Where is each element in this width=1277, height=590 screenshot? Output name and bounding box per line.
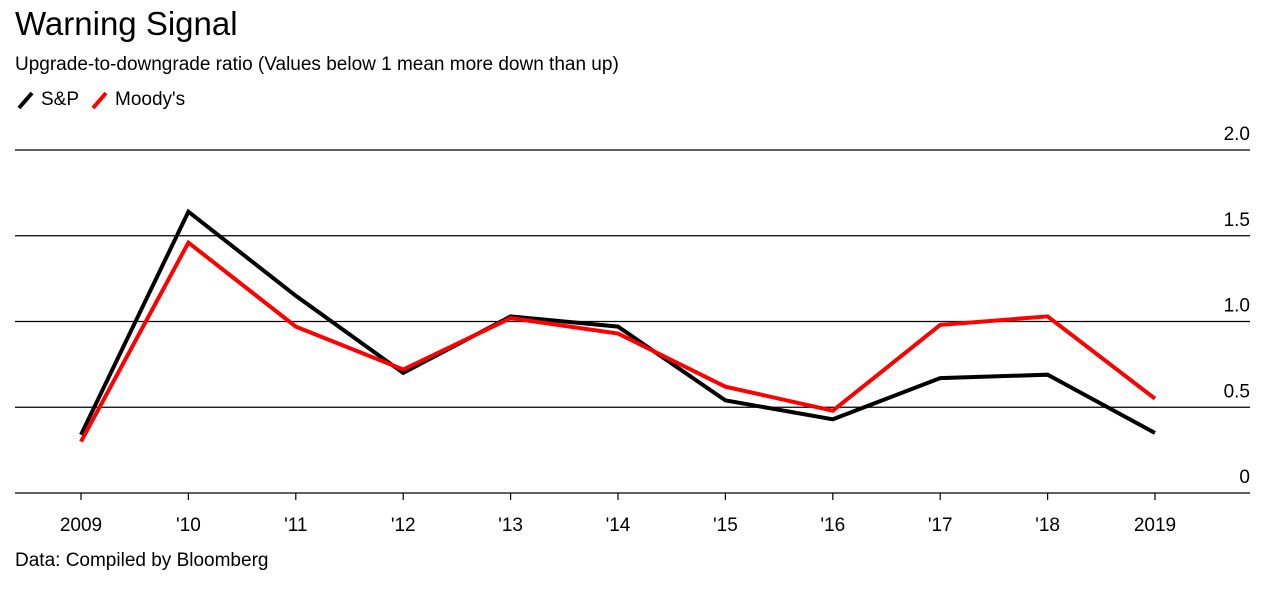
y-tick-label: 0 bbox=[1239, 467, 1250, 488]
x-tick-label: 2009 bbox=[60, 515, 102, 536]
series-line-moodys bbox=[79, 239, 1157, 443]
y-tick-label: 0.5 bbox=[1224, 381, 1250, 402]
x-tick-label: '16 bbox=[820, 515, 845, 536]
series-line-sp bbox=[79, 208, 1156, 436]
x-tick-label: '11 bbox=[284, 515, 307, 536]
legend-swatch-sp bbox=[17, 91, 34, 110]
chart-title: Warning Signal bbox=[15, 5, 238, 42]
x-tick-label: '15 bbox=[713, 515, 738, 536]
x-tick-label: '13 bbox=[498, 515, 523, 536]
legend-item-sp: S&P bbox=[15, 88, 79, 112]
legend-label-moodys: Moody's bbox=[115, 89, 186, 110]
x-tick-label: '10 bbox=[176, 515, 201, 536]
legend-item-moodys: Moody's bbox=[89, 88, 185, 112]
y-tick-label: 1.0 bbox=[1224, 296, 1250, 317]
y-tick-label: 2.0 bbox=[1224, 124, 1250, 145]
legend-label-sp: S&P bbox=[41, 89, 80, 110]
legend-swatch-moodys bbox=[91, 91, 108, 110]
source-note: Data: Compiled by Bloomberg bbox=[15, 550, 269, 571]
y-tick-label: 1.5 bbox=[1224, 210, 1250, 231]
x-tick-label: '14 bbox=[606, 515, 631, 536]
x-tick-label: '12 bbox=[391, 515, 416, 536]
chart-subtitle: Upgrade-to-downgrade ratio (Values below… bbox=[15, 54, 619, 75]
x-tick-label: 2019 bbox=[1134, 515, 1176, 536]
legend-swatch-sp-line bbox=[17, 91, 34, 110]
x-tick-label: '18 bbox=[1035, 515, 1060, 536]
legend: S&P Moody's bbox=[15, 88, 195, 112]
legend-swatch-moodys-line bbox=[91, 91, 108, 110]
x-tick-label: '17 bbox=[928, 515, 953, 536]
